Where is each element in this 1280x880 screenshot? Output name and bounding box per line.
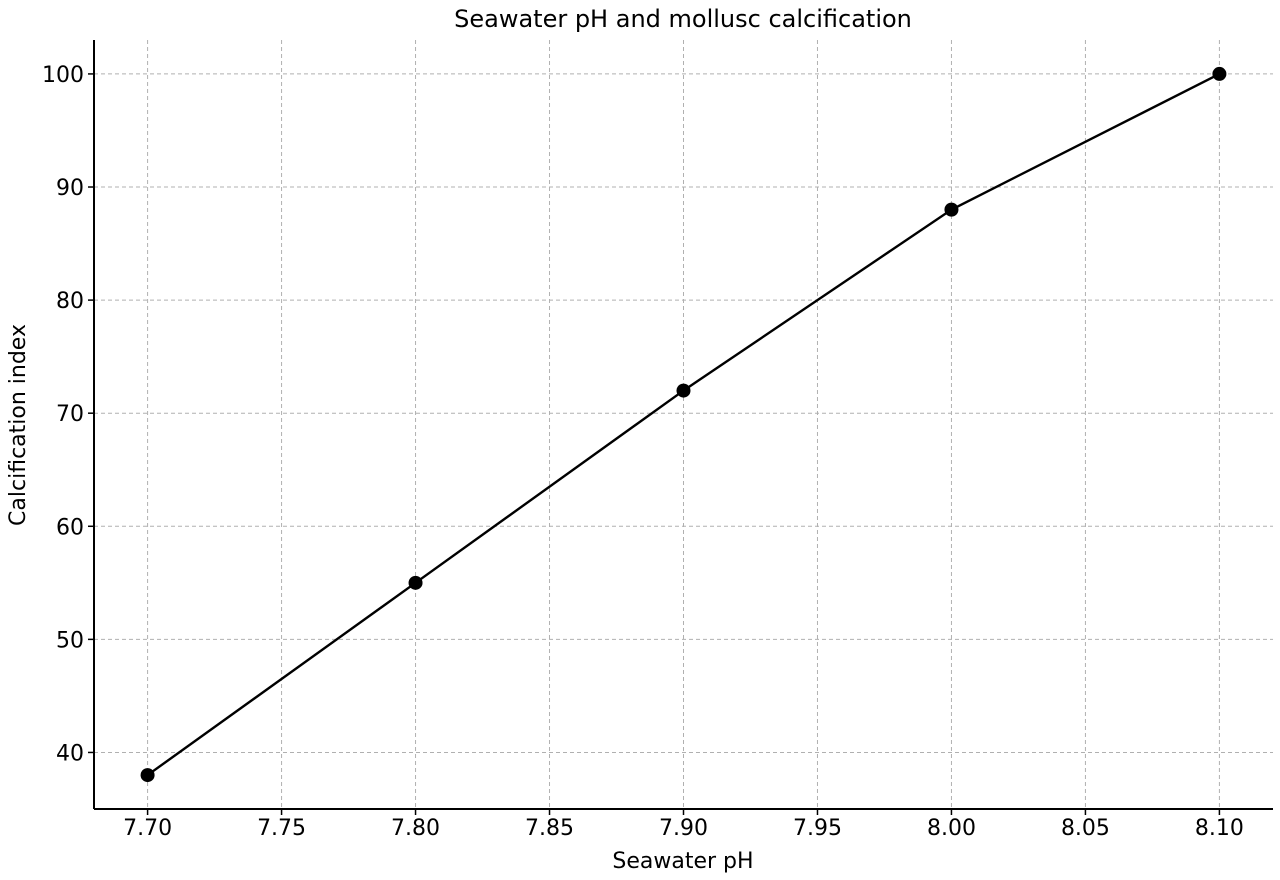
x-tick-label: 7.85: [525, 816, 574, 841]
y-tick-label: 80: [56, 289, 84, 314]
x-tick-label: 8.10: [1195, 816, 1244, 841]
data-point: [408, 575, 423, 590]
y-tick-label: 40: [56, 741, 84, 766]
series-line: [146, 72, 1220, 777]
x-tick-label: 7.75: [257, 816, 306, 841]
data-point: [944, 202, 959, 217]
y-tick-label: 90: [56, 176, 84, 201]
x-tick-label: 7.95: [793, 816, 842, 841]
x-ticks: 7.70 7.75 7.80 7.85 7.90 7.95 8.00 8.05 8.10: [123, 809, 1244, 841]
x-axis-label: Seawater pH: [612, 849, 753, 874]
x-tick-label: 8.00: [927, 816, 976, 841]
x-tick-label: 7.80: [391, 816, 440, 841]
data-point: [140, 768, 155, 783]
y-tick-label: 50: [56, 628, 84, 653]
y-tick-label: 70: [56, 402, 84, 427]
data-point: [676, 383, 691, 398]
series: [140, 66, 1227, 783]
y-axis-label: Calcification index: [6, 324, 31, 526]
y-ticks: 40 50 60 70 80 90 100: [42, 63, 94, 766]
y-tick-label: 60: [56, 515, 84, 540]
y-tick-label: 100: [42, 63, 84, 88]
chart-title: Seawater pH and mollusc calcification: [454, 5, 912, 33]
x-tick-label: 7.70: [123, 816, 172, 841]
data-point: [1212, 66, 1227, 81]
x-tick-label: 7.90: [659, 816, 708, 841]
grid: [94, 40, 1273, 809]
x-tick-label: 8.05: [1061, 816, 1110, 841]
